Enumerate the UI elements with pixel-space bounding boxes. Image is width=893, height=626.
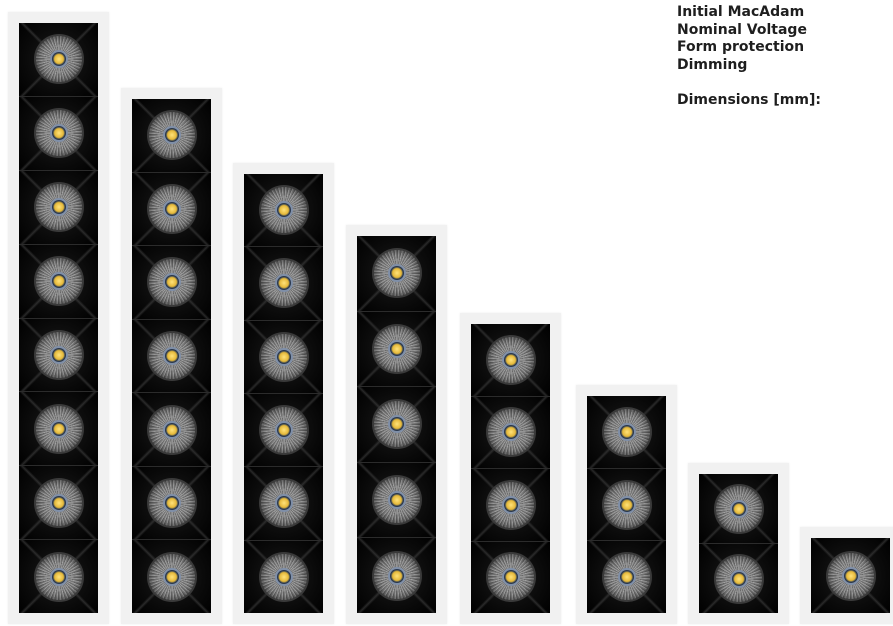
spec-initial-macadam: Initial MacAdam	[677, 4, 805, 20]
led-module	[244, 320, 323, 394]
luminaire-housing	[587, 396, 666, 613]
led-module	[19, 244, 98, 319]
led-module	[587, 396, 666, 469]
luminaire-3-head	[576, 385, 677, 624]
luminaire-5-head	[346, 225, 447, 624]
led-module	[471, 541, 550, 613]
luminaire-housing	[471, 324, 550, 613]
led-module	[132, 319, 211, 394]
luminaire-housing	[699, 474, 778, 613]
led-module	[357, 311, 436, 388]
led-module	[19, 96, 98, 171]
led-module	[132, 172, 211, 247]
led-module	[357, 236, 436, 312]
luminaire-housing	[244, 174, 323, 613]
led-module	[699, 474, 778, 544]
led-module	[357, 538, 436, 613]
led-module	[587, 541, 666, 613]
led-module	[132, 246, 211, 320]
spec-dimming: Dimming	[677, 56, 748, 73]
led-module	[244, 467, 323, 541]
spec-nominal-voltage: Nominal Voltage	[677, 21, 807, 38]
spec-form-protection: Form protection	[677, 39, 805, 55]
luminaire-housing	[132, 99, 211, 613]
led-module	[19, 23, 98, 97]
led-module	[699, 544, 778, 613]
spec-dimensions: Dimensions [mm]:	[677, 91, 821, 108]
led-module	[132, 99, 211, 173]
led-module	[357, 387, 436, 463]
led-module	[19, 318, 98, 393]
led-module	[811, 538, 890, 613]
led-module	[471, 396, 550, 469]
luminaire-housing	[19, 23, 98, 613]
luminaire-6-head	[233, 163, 334, 624]
led-module	[244, 174, 323, 248]
led-module	[357, 462, 436, 539]
led-module	[132, 393, 211, 467]
led-module	[19, 540, 98, 613]
led-module	[19, 466, 98, 541]
led-module	[132, 540, 211, 613]
luminaire-4-head	[460, 313, 561, 624]
led-module	[244, 393, 323, 468]
led-module	[132, 466, 211, 541]
luminaire-7-head	[121, 88, 222, 624]
spec-spacer	[677, 74, 821, 92]
luminaire-8-head	[8, 12, 109, 624]
spec-labels: Initial MacAdam Nominal Voltage Form pro…	[677, 4, 821, 109]
led-module	[244, 540, 323, 613]
luminaire-housing	[811, 538, 890, 613]
luminaire-housing	[357, 236, 436, 613]
led-module	[19, 170, 98, 245]
luminaire-2-head	[688, 463, 789, 624]
led-module	[471, 469, 550, 542]
led-module	[244, 247, 323, 321]
luminaire-1-head	[800, 527, 893, 624]
led-module	[471, 324, 550, 397]
led-module	[587, 468, 666, 542]
led-module	[19, 392, 98, 467]
